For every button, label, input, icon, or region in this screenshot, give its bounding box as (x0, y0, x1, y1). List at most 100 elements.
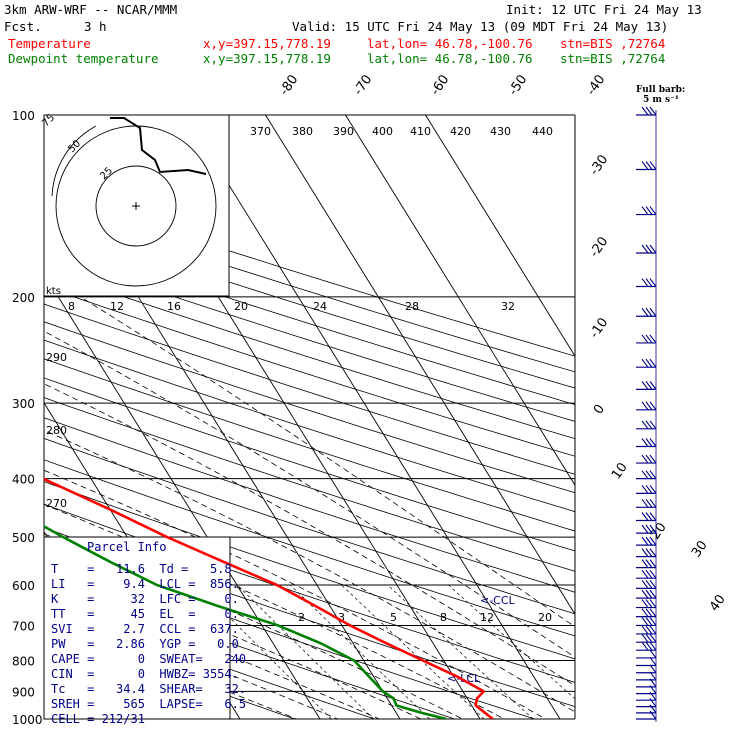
barb-flag (641, 161, 649, 170)
barb-flag (641, 307, 649, 317)
barb-flag (641, 334, 649, 344)
mixing-ratio-label: 2 (298, 611, 305, 624)
isotherm-label: -70 (351, 72, 375, 98)
barb-flag (641, 485, 649, 494)
barb-flag (645, 548, 653, 557)
theta-label: 420 (450, 125, 471, 138)
dry-adiabat (44, 303, 575, 475)
theta-label: 430 (490, 125, 511, 138)
barb-flag (649, 278, 657, 287)
dry-adiabat (44, 286, 575, 457)
barb-flag (641, 524, 649, 534)
isotherm-label: 10 (609, 460, 631, 482)
dew-xy: x,y=397.15,778.19 (203, 51, 331, 66)
parcel-row: LI = 9.4 LCL = 856. (51, 577, 239, 591)
isotherm-label: 40 (707, 592, 729, 614)
barb-flag (649, 580, 657, 589)
barb-flag (649, 657, 657, 666)
pressure-label: 600 (12, 579, 35, 593)
barb-flag (645, 470, 653, 479)
isotherm-label: -10 (587, 315, 611, 341)
isotherm (265, 115, 575, 616)
theta-e-label: 290 (46, 351, 67, 364)
parcel-row: CIN = 0 HWBZ= 3554. (51, 667, 239, 681)
barb-flag (645, 498, 653, 508)
barb-flag (641, 278, 649, 287)
isotherm (185, 115, 561, 719)
mixing-ratio-label: 8 (440, 611, 447, 624)
parcel-row: Tc = 34.4 SHEAR= 32. (51, 682, 247, 696)
barb-flag (649, 381, 657, 390)
temp-station: stn=BIS ,72764 (560, 36, 666, 51)
barb-note-title: Full barb: (636, 85, 686, 95)
parcel-box (43, 536, 231, 720)
barb-flag (641, 106, 649, 116)
barb-flag (641, 599, 649, 608)
speed-label: 8 (68, 300, 75, 313)
barb-flag (641, 641, 649, 651)
isotherm-label: 30 (689, 538, 711, 560)
isotherm-label: -50 (506, 72, 530, 98)
barb-flag (649, 206, 657, 215)
isotherm-label: -80 (277, 72, 301, 98)
mixing-ratio-lines (197, 584, 575, 719)
barb-flag (641, 559, 649, 568)
barb-flag (649, 678, 657, 688)
barb-flag (641, 470, 649, 479)
pressure-label: 500 (12, 531, 35, 545)
barb-flag (641, 633, 649, 643)
dry-adiabat (44, 358, 575, 532)
barb-flag (649, 641, 657, 651)
dry-adiabat (44, 220, 575, 389)
barb-flag (649, 498, 657, 508)
barb-flag (645, 536, 653, 546)
mixing-ratio-label: 12 (480, 611, 494, 624)
parcel-row: CAPE = 0 SWEAT= 240 (51, 652, 247, 666)
speed-label: 12 (110, 300, 124, 313)
barb-flag (645, 401, 653, 411)
barb-flag (649, 307, 657, 317)
hodograph-ring (51, 125, 97, 197)
speed-label: 16 (167, 300, 181, 313)
barb-flag (645, 625, 653, 635)
speed-label: 24 (313, 300, 327, 313)
barb-flag (649, 244, 657, 254)
parcel-title: Parcel Info (87, 540, 167, 554)
model-title: 3km ARW-WRF -- NCAR/MMM (4, 2, 178, 17)
barb-flag (645, 307, 653, 317)
barb-flag (649, 649, 657, 659)
barb-flag (649, 589, 657, 599)
dry-adiabat (44, 269, 575, 440)
barb-flag (649, 617, 657, 626)
barb-flag (649, 106, 657, 116)
theta-label: 380 (292, 125, 313, 138)
legend-dewpoint: Dewpoint temperature (8, 51, 159, 66)
barb-flag (649, 710, 657, 720)
isotherm-label: -40 (584, 72, 608, 98)
theta-label: 370 (250, 125, 271, 138)
parcel-row: PW = 2.86 YGP = 0.0 (51, 637, 239, 651)
barb-flag (641, 536, 649, 546)
barb-flag (645, 206, 653, 215)
theta-label: 390 (333, 125, 354, 138)
theta-label: 410 (410, 125, 431, 138)
barb-flag (641, 358, 649, 368)
speed-label: 32 (501, 300, 515, 313)
barb-flag (641, 548, 649, 557)
barb-flag (645, 599, 653, 608)
barb-flag (649, 536, 657, 546)
dewpoint-line (44, 524, 447, 719)
isotherm-label: 0 (591, 402, 608, 417)
speed-label: 20 (234, 300, 248, 313)
forecast-hour: 3 h (84, 19, 107, 34)
barb-flag (645, 580, 653, 589)
pressure-label: 700 (12, 619, 35, 633)
barb-flag (649, 633, 657, 643)
barb-flag (649, 420, 657, 430)
barb-flag (649, 608, 657, 617)
hodograph-center-marker (132, 202, 140, 210)
barb-flag (641, 420, 649, 430)
barb-flag (649, 512, 657, 521)
barb-flag (649, 470, 657, 479)
barb-flag (641, 244, 649, 254)
